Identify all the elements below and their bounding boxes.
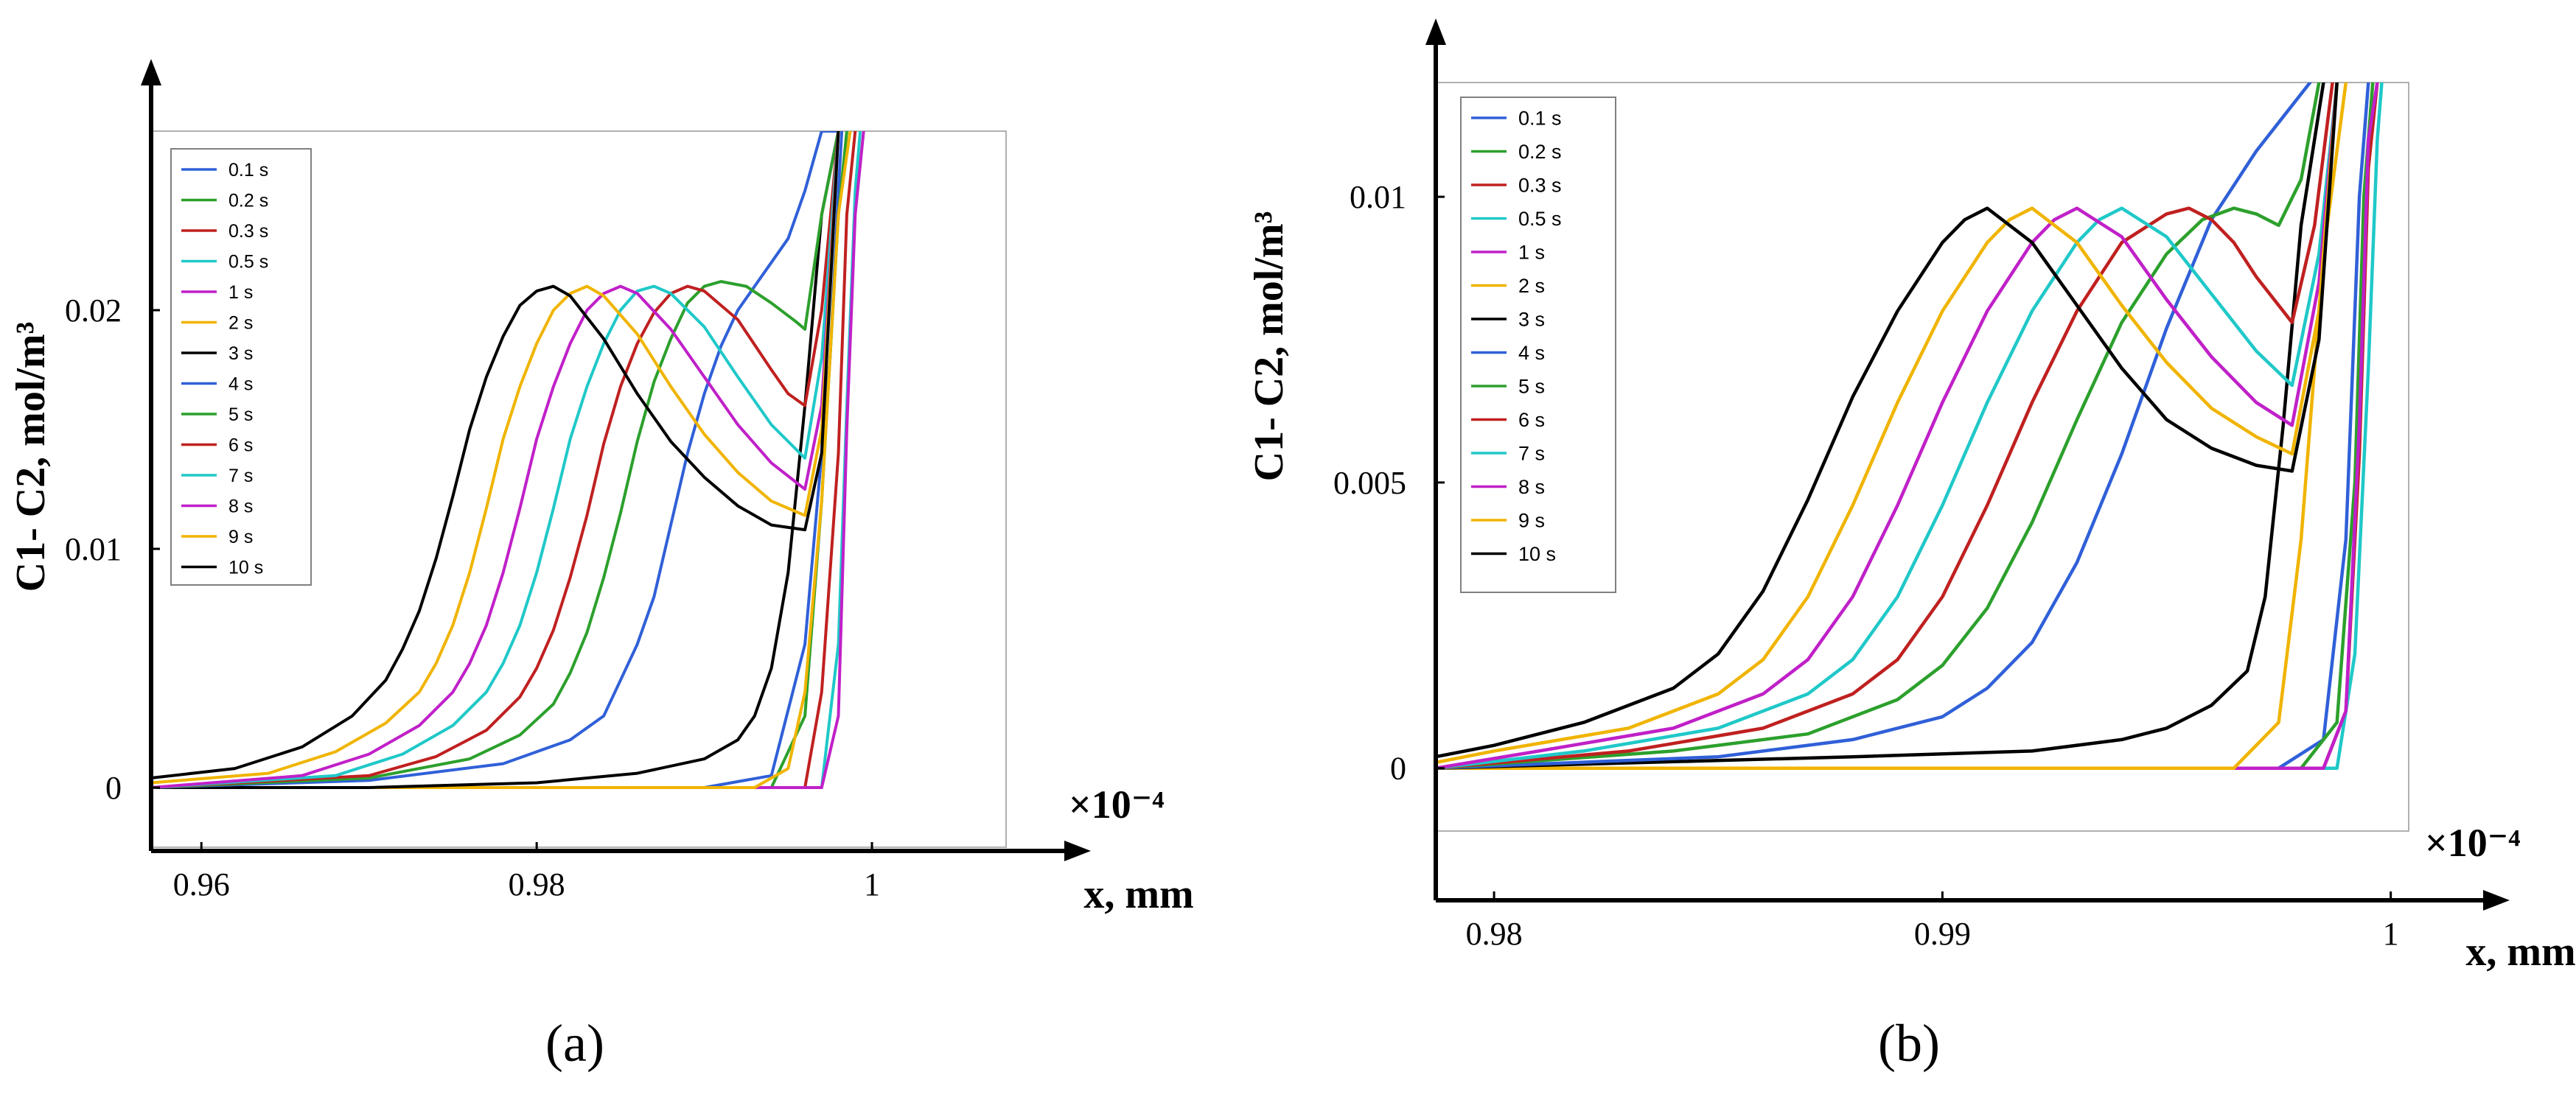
legend-label: 3 s [1518, 308, 1545, 330]
legend-label: 9 s [1518, 509, 1545, 531]
series-line-6s [151, 131, 840, 789]
y-tick-label: 0.01 [65, 531, 122, 567]
x-scale-factor: ×10⁻⁴ [2425, 821, 2520, 865]
legend-label: 0.5 s [228, 251, 268, 272]
series-line-5s [151, 131, 840, 789]
x-axis-label: x, mm [1083, 872, 1193, 917]
legend-label: 4 s [228, 374, 253, 394]
x-scale-factor: ×10⁻⁴ [1069, 782, 1164, 827]
series-lines [151, 131, 865, 789]
legend-label: 0.1 s [1518, 107, 1562, 129]
legend-label: 2 s [1518, 275, 1545, 297]
y-tick-label: 0 [1390, 751, 1406, 787]
legend-label: 0.2 s [1518, 141, 1562, 163]
x-tick-label: 1 [2383, 916, 2399, 952]
x-tick-label: 1 [864, 866, 880, 903]
x-tick-label: 0.99 [1914, 916, 1971, 952]
series-line-7s [151, 131, 840, 789]
legend-box [170, 148, 312, 586]
legend-label: 4 s [1518, 342, 1545, 364]
legend-label: 7 s [228, 466, 253, 486]
x-tick-label: 0.98 [1466, 916, 1523, 952]
panel-a: 0.96 0.98 1 0 0.01 0.02 C1- C2, mol/m³ x, mm ×10… [8, 59, 1194, 917]
legend-label: 6 s [1518, 409, 1545, 431]
legend-label: 5 s [228, 404, 253, 425]
x-tick-label: 0.96 [173, 866, 230, 903]
y-tick-label: 0.02 [65, 292, 122, 329]
legend-label: 5 s [1518, 375, 1545, 397]
panel-label-a: (a) [545, 1014, 604, 1073]
series-line-3s [151, 131, 840, 789]
legend-label: 1 s [228, 282, 253, 303]
legend-label: 0.2 s [228, 190, 268, 211]
legend-label: 9 s [228, 527, 253, 547]
y-axis-label: C1- C2, mol/m³ [1246, 211, 1292, 482]
series-line-9s [1436, 83, 2339, 765]
x-axis-arrow [1064, 841, 1091, 861]
x-tick-label: 0.98 [509, 866, 565, 903]
series-line-4s [151, 131, 840, 789]
series-line-10s [1436, 83, 2339, 759]
series-line-9s [151, 131, 840, 785]
y-axis-label: C1- C2, mol/m³ [8, 322, 54, 592]
x-axis-arrow [2483, 890, 2510, 911]
legend-label: 3 s [228, 343, 253, 364]
legend-label: 8 s [228, 496, 253, 516]
legend-label: 7 s [1518, 442, 1545, 464]
panel-label-b: (b) [1878, 1014, 1940, 1073]
series-line-4s [1436, 83, 2312, 770]
y-axis-arrow [141, 59, 161, 85]
y-tick-label: 0 [105, 770, 122, 806]
series-line-2s [151, 131, 852, 789]
legend-label: 0.5 s [1518, 208, 1562, 230]
legend-label: 0.3 s [228, 221, 268, 242]
panel-b: 0.98 0.99 1 0 0.005 0.01 C1- C2, mol/m³ x, mm ×1… [1246, 18, 2576, 975]
y-axis-arrow [1425, 18, 1446, 45]
legend-label: 10 s [228, 557, 263, 578]
series-line-5s [1436, 83, 2321, 770]
legend-label: 8 s [1518, 476, 1545, 498]
legend-label: 6 s [228, 435, 253, 455]
series-line-3s [1436, 83, 2325, 770]
legend-box [1460, 97, 1616, 593]
legend-label: 0.3 s [1518, 174, 1562, 196]
legend-label: 0.1 s [228, 160, 268, 181]
legend-label: 10 s [1518, 543, 1556, 565]
x-axis-label: x, mm [2465, 929, 2575, 975]
series-lines [1436, 83, 2384, 770]
y-tick-label: 0.01 [1350, 179, 1406, 215]
legend-label: 1 s [1518, 241, 1545, 263]
series-line-10s [151, 131, 840, 779]
y-tick-label: 0.005 [1333, 465, 1406, 501]
series-line-8s [151, 131, 840, 789]
legend-label: 2 s [228, 312, 253, 333]
